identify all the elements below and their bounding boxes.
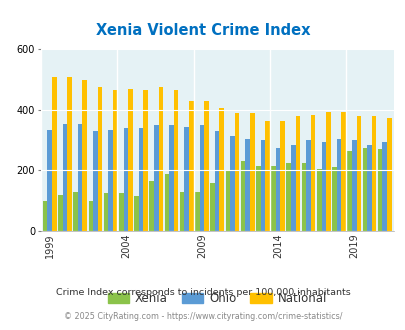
Bar <box>179 192 184 231</box>
Bar <box>249 113 254 231</box>
Bar <box>123 128 128 231</box>
Bar <box>341 112 345 231</box>
Bar <box>119 193 123 231</box>
Bar <box>184 127 189 231</box>
Bar <box>158 87 163 231</box>
Bar <box>386 117 390 231</box>
Bar <box>240 161 245 231</box>
Bar <box>362 148 366 231</box>
Bar <box>52 77 56 231</box>
Bar <box>305 140 310 231</box>
Bar <box>153 125 158 231</box>
Bar <box>331 167 336 231</box>
Bar <box>82 80 87 231</box>
Bar <box>88 201 93 231</box>
Bar <box>230 136 234 231</box>
Text: Xenia Violent Crime Index: Xenia Violent Crime Index <box>96 23 309 38</box>
Bar <box>256 166 260 231</box>
Bar <box>108 130 113 231</box>
Bar <box>104 193 108 231</box>
Bar <box>78 124 82 231</box>
Bar <box>204 101 208 231</box>
Bar <box>143 90 147 231</box>
Bar <box>356 116 360 231</box>
Bar <box>43 201 47 231</box>
Bar <box>371 116 375 231</box>
Legend: Xenia, Ohio, National: Xenia, Ohio, National <box>102 288 331 310</box>
Bar <box>275 148 280 231</box>
Bar <box>139 128 143 231</box>
Bar <box>93 131 98 231</box>
Bar <box>271 166 275 231</box>
Bar <box>73 192 78 231</box>
Bar <box>128 89 132 231</box>
Bar <box>234 113 239 231</box>
Bar <box>295 116 299 231</box>
Bar <box>245 139 249 231</box>
Bar <box>321 142 325 231</box>
Bar <box>47 130 52 231</box>
Bar <box>260 140 264 231</box>
Bar <box>286 163 290 231</box>
Bar <box>219 109 224 231</box>
Bar <box>98 87 102 231</box>
Bar <box>149 181 153 231</box>
Bar <box>210 182 214 231</box>
Bar <box>169 125 173 231</box>
Bar <box>189 101 193 231</box>
Bar <box>62 124 67 231</box>
Text: Crime Index corresponds to incidents per 100,000 inhabitants: Crime Index corresponds to incidents per… <box>55 287 350 297</box>
Bar <box>280 120 284 231</box>
Bar <box>366 145 371 231</box>
Bar <box>310 115 315 231</box>
Bar <box>199 125 204 231</box>
Bar <box>347 151 351 231</box>
Bar <box>214 131 219 231</box>
Bar <box>351 140 356 231</box>
Bar <box>134 196 139 231</box>
Bar <box>290 145 295 231</box>
Bar <box>301 163 305 231</box>
Bar <box>67 77 72 231</box>
Bar <box>336 139 341 231</box>
Bar <box>113 90 117 231</box>
Bar <box>58 195 62 231</box>
Bar <box>264 120 269 231</box>
Bar <box>225 171 230 231</box>
Bar <box>377 149 382 231</box>
Bar <box>316 169 321 231</box>
Bar <box>195 192 199 231</box>
Text: © 2025 CityRating.com - https://www.cityrating.com/crime-statistics/: © 2025 CityRating.com - https://www.city… <box>64 312 341 321</box>
Bar <box>164 174 169 231</box>
Bar <box>173 90 178 231</box>
Bar <box>325 112 330 231</box>
Bar <box>382 142 386 231</box>
